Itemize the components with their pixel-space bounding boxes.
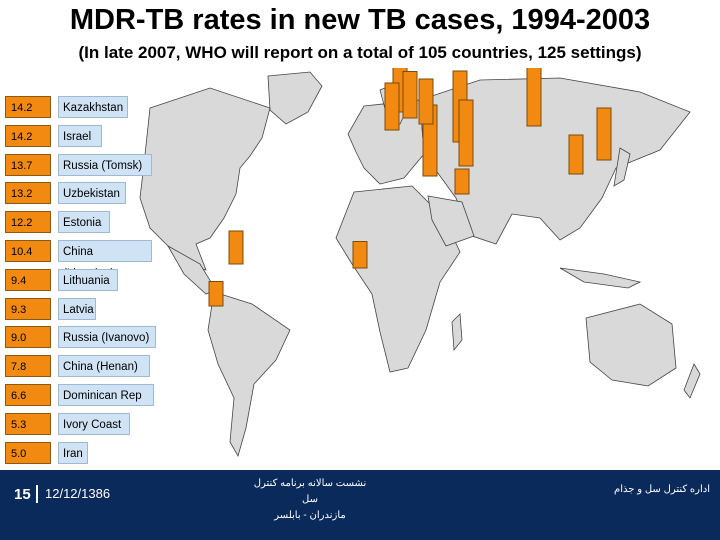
australia-shape xyxy=(585,303,677,387)
south-america-shape xyxy=(207,291,291,458)
map-bar xyxy=(454,168,470,195)
north-america-shape xyxy=(139,87,271,271)
map-bar xyxy=(352,241,368,269)
new-zealand-shape xyxy=(683,363,701,399)
footer-center-line2: مازندران - بابلسر xyxy=(274,510,346,521)
map-bar xyxy=(208,281,224,307)
map-bar xyxy=(596,107,612,161)
page-title: MDR-TB rates in new TB cases, 1994-2003 xyxy=(69,4,651,36)
indonesia-shape xyxy=(559,267,642,289)
world-map xyxy=(139,68,701,458)
map-bar xyxy=(458,99,474,167)
map-bar xyxy=(384,82,400,131)
map-bar xyxy=(526,68,542,127)
footer-center-text: نشست سالانه برنامه کنترل سل مازندران - ب… xyxy=(250,476,370,524)
footer-separator xyxy=(36,485,38,503)
map-bar xyxy=(418,78,434,125)
footer-center-line1: نشست سالانه برنامه کنترل سل xyxy=(253,478,367,505)
map-bar xyxy=(402,71,418,119)
madagascar-shape xyxy=(451,313,463,352)
map-bar xyxy=(228,230,244,265)
page-subtitle: (In late 2007, WHO will report on a tota… xyxy=(78,43,642,62)
map-bars xyxy=(208,68,612,307)
footer: 15 12/12/1386 نشست سالانه برنامه کنترل س… xyxy=(0,470,720,540)
japan-shape xyxy=(613,147,631,187)
page-number: 15 xyxy=(14,486,31,503)
map-bar xyxy=(568,134,584,175)
arabia-shape xyxy=(427,195,475,247)
greenland-shape xyxy=(267,71,323,125)
footer-date: 12/12/1386 xyxy=(45,486,111,501)
footer-right-text: اداره کنترل سل و جذام xyxy=(614,484,710,495)
